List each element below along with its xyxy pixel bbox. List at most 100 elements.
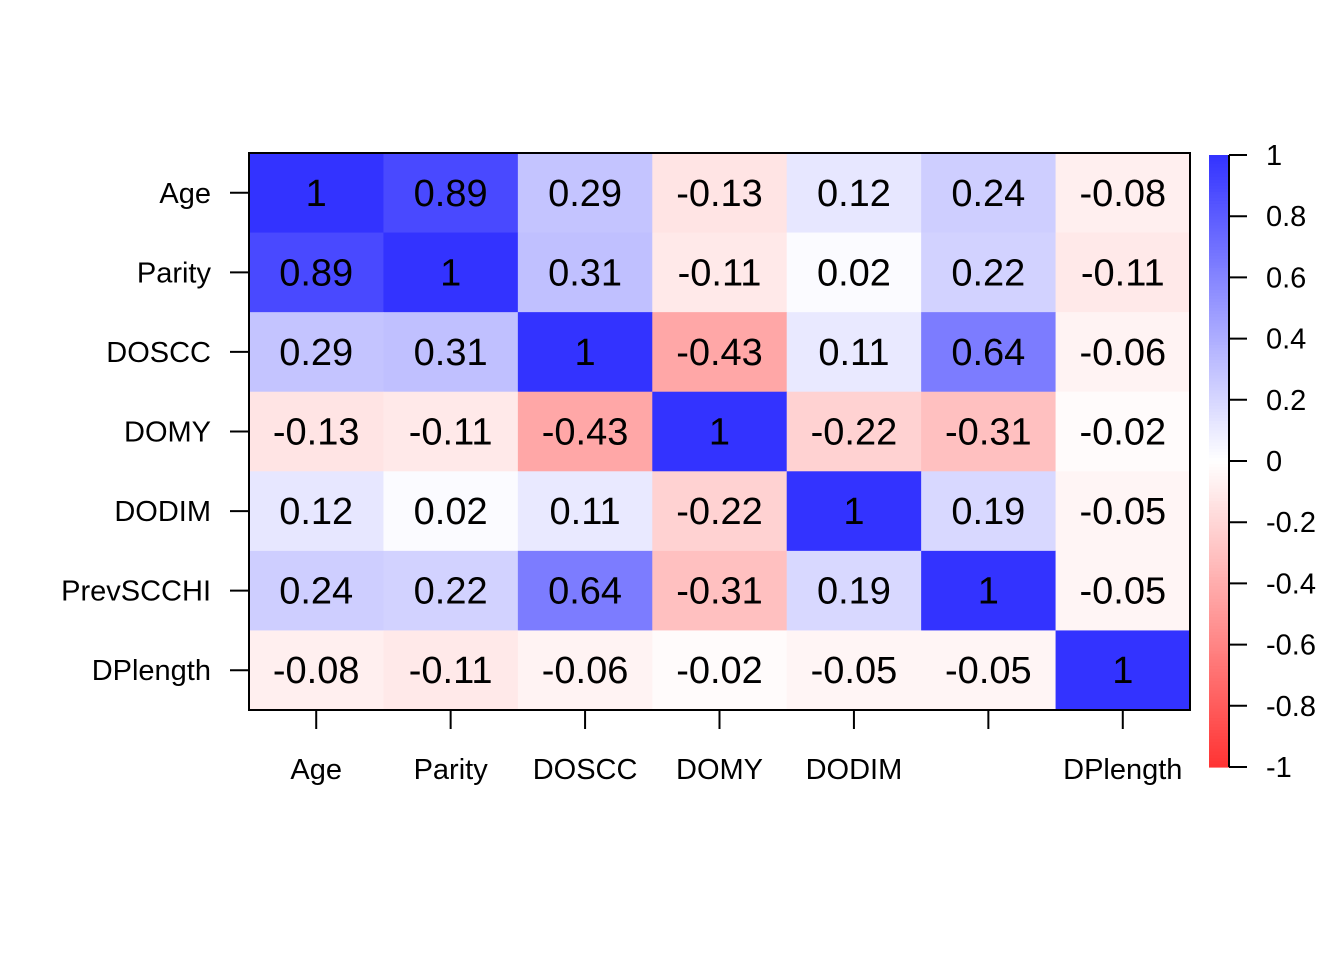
legend-gradient-step bbox=[1209, 262, 1229, 266]
legend-gradient-step bbox=[1209, 265, 1229, 269]
cell-value-label: -0.05 bbox=[1079, 571, 1166, 613]
legend-gradient-step bbox=[1209, 286, 1229, 291]
legend-gradient-step bbox=[1209, 369, 1229, 373]
cell-value-label: 0.89 bbox=[414, 173, 488, 215]
legend-gradient-step bbox=[1209, 301, 1229, 306]
heatmap-cell bbox=[921, 153, 1057, 234]
cell-value-label: 0.19 bbox=[951, 491, 1025, 533]
heatmap-cell bbox=[517, 312, 653, 393]
legend-gradient-step bbox=[1209, 757, 1229, 762]
legend-gradient-step bbox=[1209, 497, 1229, 502]
legend-gradient-step bbox=[1209, 620, 1229, 624]
legend-gradient-step bbox=[1209, 724, 1229, 728]
cell-value-label: 1 bbox=[575, 332, 596, 374]
heatmap-cell bbox=[921, 391, 1057, 472]
legend-gradient-step bbox=[1209, 635, 1229, 640]
legend-gradient-step bbox=[1209, 240, 1229, 245]
legend-gradient-step bbox=[1209, 509, 1229, 514]
legend-gradient-step bbox=[1209, 430, 1229, 435]
cell-value-label: 0.64 bbox=[951, 332, 1025, 374]
legend-gradient-step bbox=[1209, 684, 1229, 689]
heatmap-cell bbox=[517, 232, 653, 313]
heatmap-cell bbox=[652, 153, 788, 234]
heatmap-cell bbox=[1055, 630, 1191, 711]
legend-gradient-step bbox=[1209, 249, 1229, 254]
legend-gradient-step bbox=[1209, 338, 1229, 343]
legend-gradient-step bbox=[1209, 647, 1229, 652]
heatmap-cell bbox=[652, 550, 788, 631]
legend-tick-label: -1 bbox=[1266, 752, 1292, 784]
legend-gradient-step bbox=[1209, 390, 1229, 395]
legend-gradient-step bbox=[1209, 308, 1229, 312]
legend-gradient-step bbox=[1209, 561, 1229, 566]
legend-gradient-step bbox=[1209, 191, 1229, 196]
heatmap-cell bbox=[1055, 471, 1191, 552]
legend-gradient-step bbox=[1209, 213, 1229, 217]
legend-gradient-step bbox=[1209, 598, 1229, 603]
heatmap-cell bbox=[517, 391, 653, 472]
legend-gradient-step bbox=[1209, 659, 1229, 664]
legend-gradient-step bbox=[1209, 356, 1229, 361]
legend-gradient-step bbox=[1209, 733, 1229, 737]
legend-gradient-step bbox=[1209, 350, 1229, 355]
cell-value-label: -0.31 bbox=[945, 412, 1032, 454]
legend-gradient-step bbox=[1209, 672, 1229, 676]
legend-gradient-step bbox=[1209, 228, 1229, 233]
heatmap-cell bbox=[517, 153, 653, 234]
legend-gradient-step bbox=[1209, 595, 1229, 600]
legend-gradient-step bbox=[1209, 763, 1229, 768]
legend-gradient-step bbox=[1209, 161, 1229, 165]
cell-value-label: -0.31 bbox=[676, 571, 763, 613]
cell-value-label: 0.12 bbox=[817, 173, 891, 215]
legend-gradient-step bbox=[1209, 396, 1229, 401]
legend-gradient-step bbox=[1209, 222, 1229, 226]
legend-gradient-step bbox=[1209, 399, 1229, 404]
heatmap-cell bbox=[786, 391, 922, 472]
legend-gradient-step bbox=[1209, 185, 1229, 190]
heatmap-cells: 1 0.89 0.29 -0.13 0.12 0.24 -0.08 0.89 1 0.31 -0.1… bbox=[249, 153, 1191, 711]
legend-gradient-step bbox=[1209, 418, 1229, 422]
legend-gradient-step bbox=[1209, 702, 1229, 707]
column-label: DODIM bbox=[806, 754, 903, 786]
legend-gradient-step bbox=[1209, 745, 1229, 750]
legend-gradient-step bbox=[1209, 656, 1229, 661]
column-label: Age bbox=[290, 754, 342, 786]
heatmap-cell bbox=[921, 232, 1057, 313]
legend-gradient-step bbox=[1209, 632, 1229, 637]
legend-gradient-step bbox=[1209, 500, 1229, 505]
y-axis: Age Parity DOSCC DOMY DODIM PrevSCCHI DPlength bbox=[61, 178, 249, 687]
legend-gradient-step bbox=[1209, 246, 1229, 251]
cell-value-label: 1 bbox=[440, 252, 461, 294]
legend-gradient-step bbox=[1209, 164, 1229, 168]
legend-gradient-step bbox=[1209, 375, 1229, 379]
legend-gradient-step bbox=[1209, 629, 1229, 633]
legend-gradient-step bbox=[1209, 415, 1229, 419]
legend-gradient-step bbox=[1209, 641, 1229, 646]
row-label: DOMY bbox=[124, 417, 211, 449]
legend-gradient-step bbox=[1209, 268, 1229, 272]
legend-gradient-step bbox=[1209, 519, 1229, 523]
legend-gradient-step bbox=[1209, 283, 1229, 288]
row-label: Age bbox=[159, 178, 211, 210]
legend-gradient-step bbox=[1209, 638, 1229, 643]
legend-gradient-step bbox=[1209, 626, 1229, 630]
legend-gradient-step bbox=[1209, 332, 1229, 337]
legend-gradient-step bbox=[1209, 543, 1229, 548]
legend-gradient-step bbox=[1209, 289, 1229, 294]
legend-gradient-step bbox=[1209, 503, 1229, 508]
heatmap-cell bbox=[383, 630, 519, 711]
legend-tick-label: -0.8 bbox=[1266, 691, 1316, 723]
legend-gradient-step bbox=[1209, 589, 1229, 594]
legend-gradient-step bbox=[1209, 705, 1229, 710]
heatmap-cell bbox=[517, 471, 653, 552]
legend-gradient-step bbox=[1209, 366, 1229, 370]
legend-gradient-step bbox=[1209, 353, 1229, 358]
color-legend: 1 0.8 0.6 0.4 0.2 0 -0.2 -0.4 -0.6 -0.8 -1 bbox=[1209, 140, 1316, 784]
legend-gradient-step bbox=[1209, 237, 1229, 242]
legend-gradient-step bbox=[1209, 571, 1229, 575]
heatmap-cell bbox=[249, 630, 384, 711]
legend-gradient-step bbox=[1209, 721, 1229, 725]
legend-gradient-step bbox=[1209, 442, 1229, 447]
row-label: PrevSCCHI bbox=[61, 576, 211, 608]
cell-value-label: -0.13 bbox=[273, 412, 360, 454]
